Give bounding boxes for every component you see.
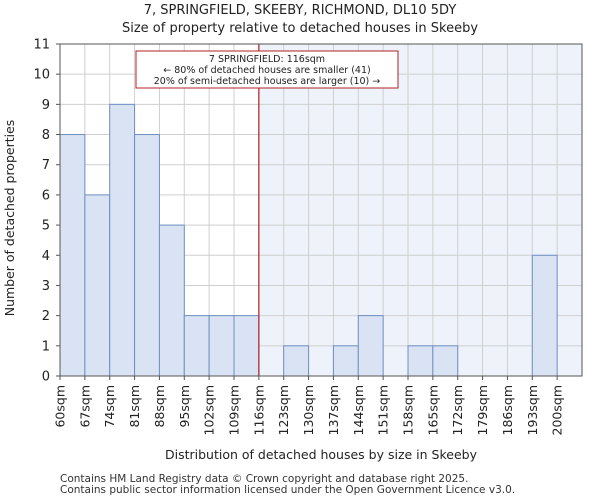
x-tick-label: 179sqm — [475, 385, 490, 435]
x-tick-label: 200sqm — [550, 385, 565, 435]
bar-102sqm — [208, 315, 235, 377]
y-tick-label: 4 — [42, 249, 50, 264]
x-tick-label: 67sqm — [77, 385, 92, 428]
highlight-region — [258, 44, 582, 376]
bar-74sqm — [109, 103, 136, 377]
x-tick-label: 144sqm — [351, 385, 366, 435]
x-tick-label: 81sqm — [127, 385, 142, 428]
x-tick-label: 186sqm — [500, 385, 515, 435]
chart-title: 7, SPRINGFIELD, SKEEBY, RICHMOND, DL10 5… — [143, 3, 457, 18]
x-tick-label: 123sqm — [276, 385, 291, 435]
x-tick-label: 88sqm — [152, 385, 167, 428]
x-tick-label: 116sqm — [251, 385, 266, 435]
bar-109sqm — [233, 315, 260, 377]
bar-165sqm — [432, 345, 459, 377]
y-tick-label: 2 — [42, 309, 50, 324]
annotation-line-3: 20% of semi-detached houses are larger (… — [154, 76, 381, 87]
y-tick-label: 11 — [33, 38, 50, 53]
x-tick-label: 172sqm — [450, 385, 465, 435]
x-axis-label: Distribution of detached houses by size … — [165, 447, 478, 462]
x-tick-label: 151sqm — [376, 385, 391, 435]
y-tick-label: 7 — [42, 158, 50, 173]
x-tick-label: 158sqm — [401, 385, 416, 435]
annotation-box — [135, 50, 399, 89]
x-tick-label: 137sqm — [326, 385, 341, 435]
bar-158sqm — [407, 345, 434, 377]
y-tick-label: 8 — [42, 128, 50, 143]
x-tick-label: 95sqm — [177, 385, 192, 428]
footer-copyright: Contains HM Land Registry data © Crown c… — [60, 473, 469, 485]
annotation-line-1: 7 SPRINGFIELD: 116sqm — [209, 54, 325, 65]
y-tick-label: 0 — [42, 370, 50, 385]
chart-subtitle: Size of property relative to detached ho… — [121, 21, 479, 36]
bar-193sqm — [531, 254, 558, 377]
bar-81sqm — [134, 134, 160, 377]
y-tick-label: 5 — [42, 219, 50, 234]
bar-67sqm — [84, 194, 111, 377]
y-tick-label: 10 — [33, 68, 50, 83]
bar-95sqm — [183, 315, 210, 377]
chart-area: 0 1 2 3 4 5 6 7 8 9 10 11 60sqm 67sqm 74sqm 81sqm 88sqm 9… — [2, 38, 583, 462]
x-tick-label: 130sqm — [301, 385, 316, 435]
bar-88sqm — [158, 224, 185, 377]
footer-licence: Contains public sector information licen… — [60, 484, 516, 496]
y-tick-label: 9 — [42, 98, 50, 113]
y-tick-label: 3 — [42, 279, 50, 294]
x-tick-label: 193sqm — [525, 385, 540, 435]
plot-frame — [59, 43, 583, 377]
y-axis-label: Number of detached properties — [2, 120, 17, 317]
bar-123sqm — [283, 345, 310, 377]
x-tick-label: 60sqm — [53, 385, 68, 428]
y-tick-label: 6 — [42, 188, 50, 203]
bar-137sqm — [332, 345, 359, 377]
bar-144sqm — [357, 315, 384, 377]
y-tick-label: 1 — [42, 339, 50, 354]
x-tick-label: 109sqm — [227, 385, 242, 435]
bar-60sqm — [59, 134, 86, 377]
x-tick-label: 74sqm — [102, 385, 117, 428]
x-tick-label: 102sqm — [202, 385, 217, 435]
x-tick-label: 165sqm — [425, 385, 440, 435]
annotation-line-2: ← 80% of detached houses are smaller (41… — [163, 65, 370, 76]
